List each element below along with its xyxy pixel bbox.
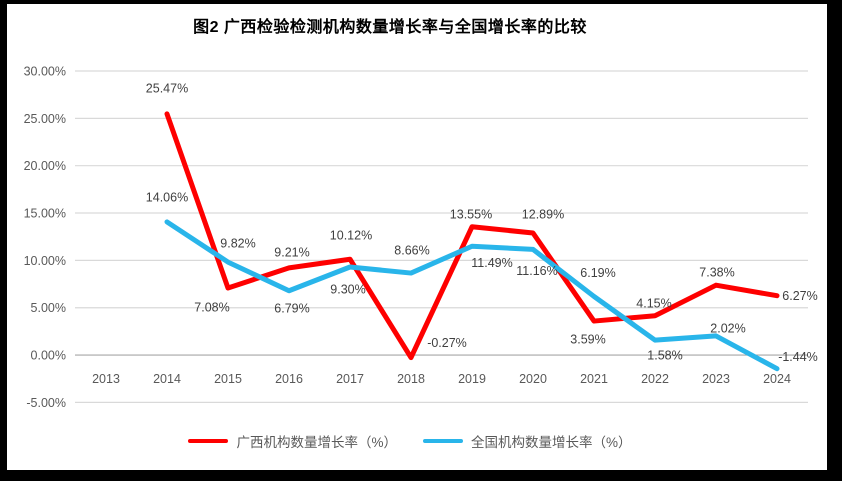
legend: 广西机构数量增长率（%） 全国机构数量增长率（%） bbox=[0, 431, 820, 451]
data-label: 12.89% bbox=[522, 208, 564, 222]
y-tick-label: -5.00% bbox=[26, 396, 66, 410]
data-label: 6.19% bbox=[580, 266, 615, 280]
y-tick-label: 20.00% bbox=[24, 159, 66, 173]
chart-title: 图2 广西检验检测机构数量增长率与全国增长率的比较 bbox=[193, 19, 587, 36]
series-line-0 bbox=[164, 111, 780, 361]
x-tick-label: 2019 bbox=[458, 372, 486, 386]
x-tick-label: 2014 bbox=[153, 372, 181, 386]
x-tick-label: 2022 bbox=[641, 372, 669, 386]
x-tick-label: 2020 bbox=[519, 372, 547, 386]
data-label: 4.15% bbox=[636, 296, 671, 310]
y-tick-label: 25.00% bbox=[24, 112, 66, 126]
data-label: 2.02% bbox=[710, 321, 745, 335]
data-label: 11.49% bbox=[471, 256, 512, 270]
x-tick-label: 2013 bbox=[92, 372, 120, 386]
legend-label-national: 全国机构数量增长率（%） bbox=[471, 435, 632, 450]
legend-item-guangxi: 广西机构数量增长率（%） bbox=[188, 431, 397, 451]
data-label: 6.27% bbox=[782, 289, 817, 303]
data-label: 14.06% bbox=[146, 190, 188, 204]
x-tick-label: 2015 bbox=[214, 372, 242, 386]
data-label: 3.59% bbox=[570, 333, 605, 347]
series-line-1 bbox=[164, 219, 780, 372]
x-tick-label: 2016 bbox=[275, 372, 303, 386]
legend-line-swatch-national bbox=[423, 438, 463, 444]
data-label: -1.44% bbox=[778, 350, 818, 364]
data-label: 8.66% bbox=[394, 244, 429, 258]
data-label: 9.21% bbox=[274, 245, 309, 259]
y-tick-label: 5.00% bbox=[31, 301, 66, 315]
data-label: 25.47% bbox=[146, 81, 188, 95]
data-label: 7.38% bbox=[699, 266, 734, 280]
y-tick-label: 10.00% bbox=[24, 254, 66, 268]
legend-item-national: 全国机构数量增长率（%） bbox=[423, 431, 632, 451]
data-label: 9.30% bbox=[330, 282, 365, 296]
x-tick-label: 2017 bbox=[336, 372, 364, 386]
x-tick-label: 2024 bbox=[763, 372, 791, 386]
y-tick-label: 0.00% bbox=[31, 349, 66, 363]
x-tick-label: 2023 bbox=[702, 372, 730, 386]
y-tick-label: 15.00% bbox=[24, 207, 66, 221]
x-tick-label: 2018 bbox=[397, 372, 425, 386]
data-label: -0.27% bbox=[427, 336, 467, 350]
data-label: 13.55% bbox=[450, 207, 492, 221]
data-label: 10.12% bbox=[330, 229, 372, 243]
legend-label-guangxi: 广西机构数量增长率（%） bbox=[236, 435, 397, 450]
data-label: 9.82% bbox=[220, 237, 255, 251]
data-label: 6.79% bbox=[274, 301, 309, 315]
data-label: 7.08% bbox=[194, 301, 229, 315]
x-tick-label: 2021 bbox=[580, 372, 608, 386]
data-label: 11.16% bbox=[516, 264, 557, 278]
legend-line-swatch-guangxi bbox=[188, 438, 229, 444]
data-label: 1.58% bbox=[647, 349, 682, 363]
chart-background bbox=[7, 4, 827, 470]
y-tick-label: 30.00% bbox=[24, 65, 66, 79]
